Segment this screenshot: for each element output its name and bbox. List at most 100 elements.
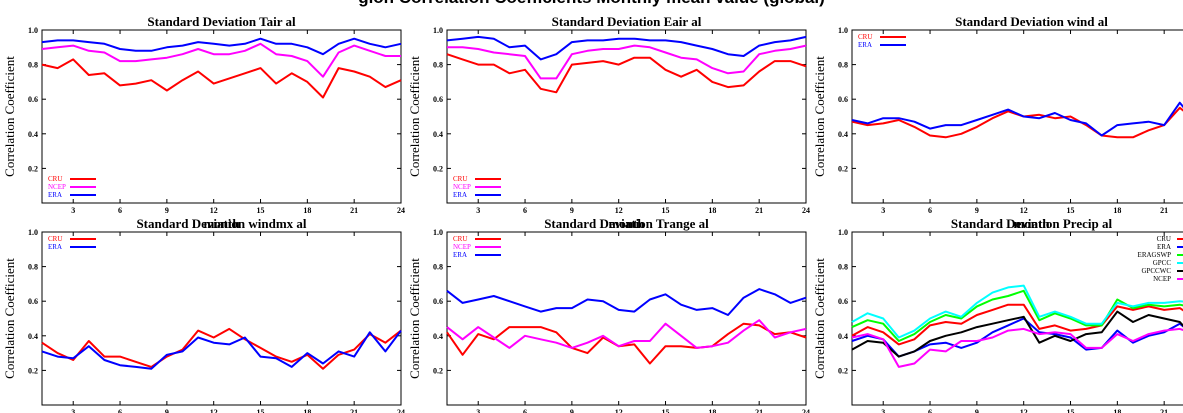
x-tick-label: 6 bbox=[523, 408, 527, 413]
x-tick-label: 12 bbox=[1020, 206, 1028, 215]
x-tick-label: 9 bbox=[570, 206, 574, 215]
y-axis-label: Correlation Coefficient bbox=[812, 258, 827, 379]
y-tick-label: 0.4 bbox=[433, 130, 443, 139]
y-tick-label: 1.0 bbox=[433, 26, 443, 35]
panel-title: Standard Deviation wind al bbox=[955, 14, 1108, 29]
y-tick-label: 0.2 bbox=[28, 366, 38, 375]
y-tick-label: 0.4 bbox=[838, 130, 848, 139]
y-tick-label: 1.0 bbox=[838, 26, 848, 35]
x-tick-label: 18 bbox=[303, 206, 311, 215]
series-line-era bbox=[446, 35, 807, 61]
panel-title: Standard Deviation Precip al bbox=[951, 216, 1113, 231]
y-tick-label: 0.8 bbox=[28, 263, 38, 272]
x-tick-label: 15 bbox=[257, 408, 265, 413]
y-tick-label: 1.0 bbox=[433, 228, 443, 237]
series-line-era bbox=[851, 317, 1183, 358]
x-tick-label: 21 bbox=[755, 408, 763, 413]
x-tick-label: 12 bbox=[615, 408, 623, 413]
series-line-era bbox=[851, 101, 1183, 137]
x-tick-label: 3 bbox=[476, 206, 480, 215]
x-tick-label: 6 bbox=[118, 408, 122, 413]
legend-label: ERAGSWP bbox=[1138, 251, 1172, 259]
x-tick-label: 9 bbox=[975, 206, 979, 215]
panel-2: Standard Deviation Eair al Correlation Co… bbox=[407, 14, 810, 231]
y-tick-label: 0.2 bbox=[28, 164, 38, 173]
y-tick-label: 0.2 bbox=[433, 366, 443, 375]
x-tick-label: 21 bbox=[350, 408, 358, 413]
panel-5: Standard Deviation Trange al Correlation … bbox=[407, 216, 810, 413]
x-tick-label: 12 bbox=[615, 206, 623, 215]
legend-label: ERA bbox=[1157, 243, 1171, 251]
panel-title: Standard Deviation Tair al bbox=[147, 14, 296, 29]
y-tick-label: 0.6 bbox=[838, 95, 848, 104]
y-tick-label: 0.6 bbox=[28, 297, 38, 306]
y-tick-label: 0.4 bbox=[433, 332, 443, 341]
x-tick-label: 6 bbox=[118, 206, 122, 215]
x-tick-label: 18 bbox=[1113, 206, 1121, 215]
x-tick-label: 9 bbox=[975, 408, 979, 413]
y-tick-label: 1.0 bbox=[28, 228, 38, 237]
panel-title: Standard Deviation Eair al bbox=[552, 14, 702, 29]
figure-title: gion Correlation Coefficients Monthly me… bbox=[0, 0, 1183, 8]
plot-frame bbox=[446, 231, 807, 406]
series-line-cru bbox=[851, 303, 1183, 346]
panel-title: Standard Deviation Trange al bbox=[544, 216, 709, 231]
x-tick-label: 9 bbox=[165, 408, 169, 413]
x-tick-label: 6 bbox=[928, 408, 932, 413]
x-tick-label: 9 bbox=[570, 408, 574, 413]
y-axis-label: Correlation Coefficient bbox=[407, 56, 422, 177]
legend-label: CRU bbox=[453, 175, 467, 183]
legend-label: ERA bbox=[453, 191, 467, 199]
y-tick-label: 0.4 bbox=[28, 130, 38, 139]
legend-label: NCEP bbox=[453, 243, 471, 251]
x-tick-label: 3 bbox=[71, 408, 75, 413]
legend-label: NCEP bbox=[48, 183, 66, 191]
x-tick-label: 21 bbox=[1160, 206, 1168, 215]
legend-label: CRU bbox=[48, 235, 62, 243]
y-tick-label: 0.8 bbox=[838, 263, 848, 272]
y-tick-label: 0.4 bbox=[838, 332, 848, 341]
series-line-gpccwc bbox=[851, 310, 1183, 358]
y-tick-label: 0.8 bbox=[433, 263, 443, 272]
x-tick-label: 9 bbox=[165, 206, 169, 215]
plot-frame bbox=[41, 231, 402, 406]
legend-label: NCEP bbox=[1153, 275, 1171, 283]
x-tick-label: 15 bbox=[1067, 206, 1075, 215]
legend-label: ERA bbox=[48, 191, 62, 199]
x-tick-label: 3 bbox=[881, 206, 885, 215]
plot-frame bbox=[851, 29, 1183, 204]
x-tick-label: 18 bbox=[1113, 408, 1121, 413]
x-tick-label: 6 bbox=[928, 206, 932, 215]
series-line-cru bbox=[41, 58, 402, 99]
legend-label: CRU bbox=[858, 33, 872, 41]
series-line-era bbox=[446, 288, 807, 316]
legend-label: CRU bbox=[453, 235, 467, 243]
y-axis-label: Correlation Coefficient bbox=[407, 258, 422, 379]
y-tick-label: 1.0 bbox=[838, 228, 848, 237]
legend-label: CRU bbox=[48, 175, 62, 183]
y-tick-label: 0.2 bbox=[433, 164, 443, 173]
y-tick-label: 0.2 bbox=[838, 366, 848, 375]
y-axis-label: Correlation Coefficient bbox=[2, 258, 17, 379]
y-tick-label: 0.4 bbox=[28, 332, 38, 341]
series-line-cru bbox=[446, 53, 807, 94]
x-tick-label: 18 bbox=[708, 206, 716, 215]
x-tick-label: 3 bbox=[476, 408, 480, 413]
x-tick-label: 15 bbox=[662, 206, 670, 215]
y-tick-label: 0.6 bbox=[28, 95, 38, 104]
legend-label: GPCCWC bbox=[1141, 267, 1171, 275]
x-tick-label: 3 bbox=[881, 408, 885, 413]
legend-label: ERA bbox=[48, 243, 62, 251]
y-axis-label: Correlation Coefficient bbox=[2, 56, 17, 177]
x-tick-label: 24 bbox=[802, 408, 810, 413]
x-tick-label: 18 bbox=[708, 408, 716, 413]
y-tick-label: 0.8 bbox=[433, 61, 443, 70]
x-tick-label: 15 bbox=[662, 408, 670, 413]
x-tick-label: 18 bbox=[303, 408, 311, 413]
x-axis-label: month bbox=[1013, 216, 1050, 231]
